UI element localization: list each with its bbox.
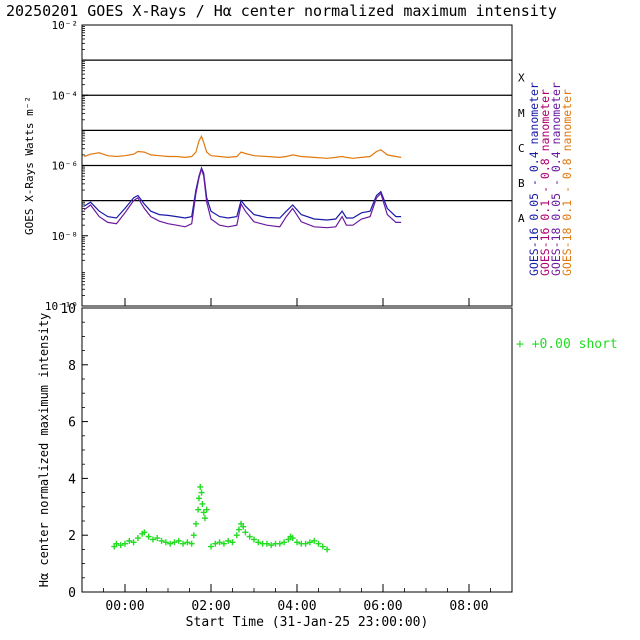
- halpha-data-point: [199, 500, 206, 507]
- halpha-data-point: [198, 489, 205, 496]
- halpha-data-point: [149, 536, 156, 543]
- x-tick-label: 02:00: [191, 599, 230, 614]
- x-tick-label: 04:00: [277, 599, 316, 614]
- halpha-data-point: [117, 542, 124, 549]
- y-tick-label: 10⁻⁸: [52, 230, 79, 243]
- y-tick-label: 8: [68, 359, 76, 374]
- halpha-data-point: [158, 537, 165, 544]
- x-tick-label: 08:00: [449, 599, 488, 614]
- halpha-data-point: [201, 515, 208, 522]
- flare-class-label: C: [518, 142, 525, 155]
- xray-series-line: [83, 166, 402, 229]
- x-tick-label: 00:00: [105, 599, 144, 614]
- halpha-data-point: [220, 540, 227, 547]
- halpha-data-point: [122, 540, 128, 547]
- halpha-plot-frame: [81, 307, 513, 593]
- halpha-data-point: [233, 532, 240, 539]
- halpha-data-point: [289, 535, 296, 542]
- halpha-data-point: [251, 536, 257, 543]
- halpha-data-point: [184, 539, 191, 546]
- flare-class-label: X: [518, 72, 525, 85]
- halpha-data-point: [113, 540, 120, 547]
- flare-class-label: M: [518, 107, 525, 120]
- halpha-data-point: [197, 483, 204, 490]
- xray-legend-entry: GOES-16 0.05 - 0.4 nanometer: [527, 82, 541, 276]
- halpha-data-point: [225, 537, 232, 544]
- halpha-data-point: [216, 539, 223, 546]
- y-tick-label: 4: [68, 472, 76, 487]
- xray-y-axis-label: GOES X-Rays Watts m⁻²: [23, 96, 36, 235]
- flare-class-label: A: [518, 212, 525, 225]
- halpha-data-point: [302, 540, 309, 547]
- halpha-data-point: [167, 540, 174, 547]
- halpha-data-point: [315, 540, 322, 547]
- xray-series-line: [83, 166, 402, 221]
- y-tick-label: 6: [68, 416, 76, 431]
- halpha-data-point: [195, 506, 202, 513]
- y-tick-label: 10: [60, 302, 76, 317]
- xray-legend-entry: GOES-18 0.05 - 0.4 nanometer: [549, 82, 563, 276]
- halpha-legend-entry: + +0.00 short: [516, 337, 618, 352]
- halpha-data-point: [319, 543, 326, 550]
- halpha-data-point: [162, 539, 169, 546]
- halpha-data-point: [306, 539, 313, 546]
- halpha-data-point: [294, 539, 300, 546]
- halpha-data-point: [130, 539, 137, 546]
- halpha-y-axis-label: Hα center normalized maximum intensity: [37, 313, 51, 588]
- halpha-data-point: [180, 540, 187, 547]
- halpha-data-point: [175, 537, 182, 544]
- y-tick-label: 0: [68, 586, 76, 601]
- halpha-data-point: [141, 529, 148, 536]
- chart-title: 20250201 GOES X-Rays / Hα center normali…: [6, 2, 557, 20]
- halpha-data-point: [263, 540, 270, 547]
- y-tick-label: 10⁻⁶: [52, 160, 79, 173]
- halpha-data-point: [171, 539, 178, 546]
- halpha-data-point: [324, 546, 331, 553]
- halpha-data-point: [281, 539, 288, 546]
- halpha-data-point: [255, 539, 262, 546]
- halpha-data-point: [195, 495, 202, 502]
- halpha-data-point: [145, 533, 152, 540]
- halpha-data-point: [134, 535, 141, 542]
- halpha-data-point: [192, 520, 199, 527]
- halpha-data-point: [311, 537, 318, 544]
- halpha-data-point: [242, 529, 249, 536]
- x-tick-label: 06:00: [363, 599, 402, 614]
- halpha-data-point: [240, 523, 247, 530]
- halpha-data-point: [126, 537, 133, 544]
- halpha-data-point: [200, 509, 207, 516]
- halpha-data-point: [276, 540, 283, 547]
- halpha-data-point: [154, 535, 161, 542]
- y-tick-label: 10⁻²: [52, 19, 79, 32]
- halpha-data-point: [229, 539, 236, 546]
- xray-series-line: [83, 134, 402, 159]
- y-tick-label: 2: [68, 529, 76, 544]
- xray-legend-entry: GOES-16 0.1 - 0.8 nanometer: [538, 89, 552, 276]
- x-axis-label: Start Time (31-Jan-25 23:00:00): [186, 615, 429, 630]
- y-tick-label: 10⁻¹⁰: [45, 300, 78, 313]
- halpha-data-point: [208, 543, 214, 550]
- halpha-data-point: [268, 542, 275, 549]
- halpha-data-point: [235, 526, 242, 533]
- halpha-data-point: [188, 540, 195, 547]
- halpha-data-point: [190, 532, 197, 539]
- halpha-data-point: [203, 506, 210, 513]
- halpha-data-point: [212, 540, 219, 547]
- halpha-data-point: [246, 533, 253, 540]
- xray-legend-entry: GOES-18 0.1 - 0.8 nanometer: [560, 89, 574, 276]
- flare-class-label: B: [518, 177, 525, 190]
- y-tick-label: 10⁻⁴: [52, 89, 79, 102]
